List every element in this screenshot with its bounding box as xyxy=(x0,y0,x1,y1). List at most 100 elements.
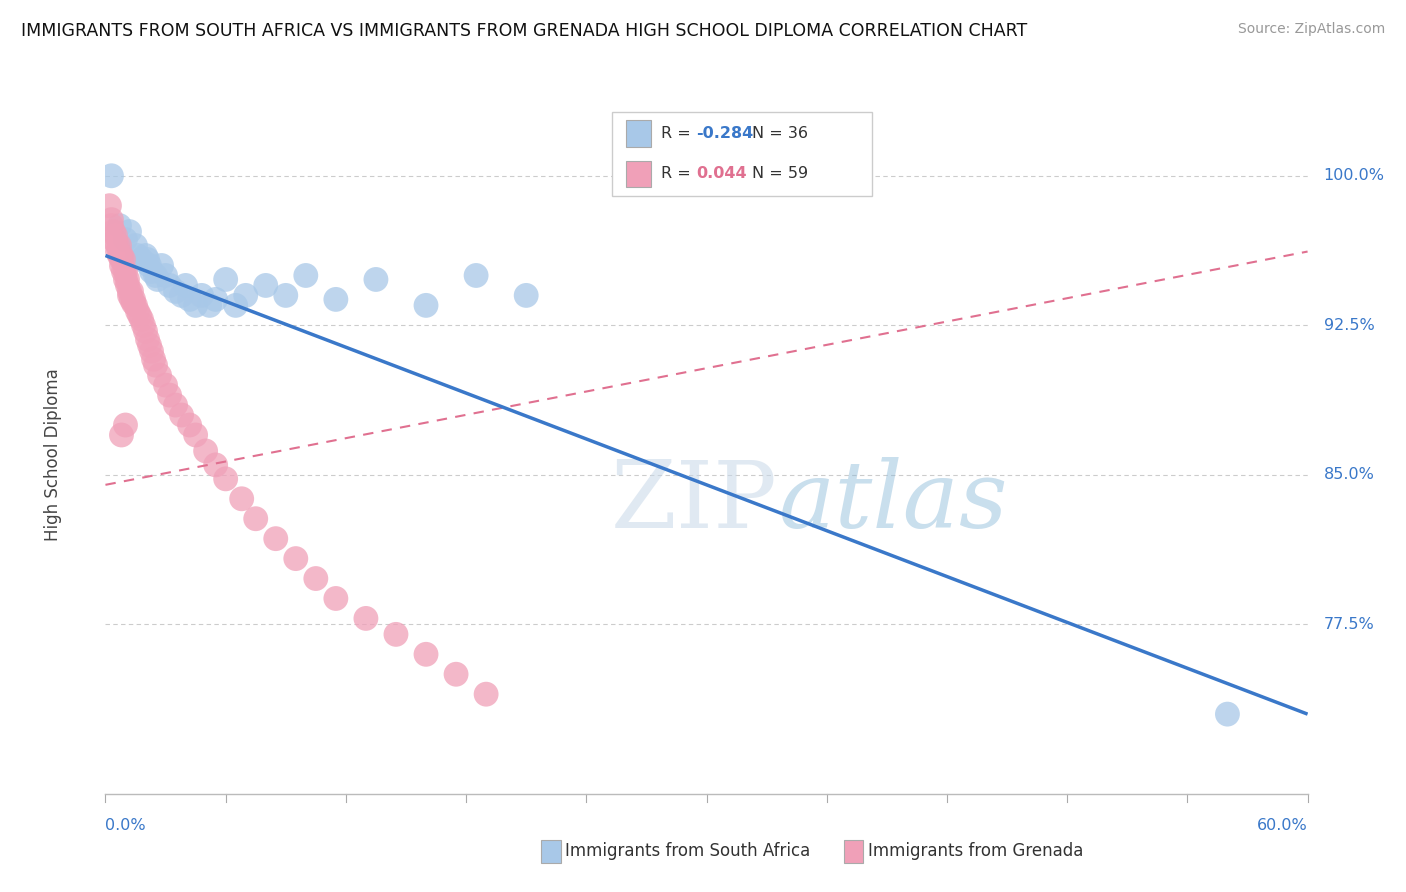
Point xyxy=(444,667,467,681)
Text: Source: ZipAtlas.com: Source: ZipAtlas.com xyxy=(1237,22,1385,37)
Point xyxy=(254,278,277,293)
Point xyxy=(100,212,122,227)
Point xyxy=(190,288,212,302)
Point xyxy=(184,298,207,312)
Text: N = 59: N = 59 xyxy=(752,167,808,181)
Point xyxy=(121,285,143,299)
Point xyxy=(132,318,155,333)
Point xyxy=(110,248,132,262)
Point xyxy=(114,233,136,247)
Point xyxy=(127,248,149,262)
Point xyxy=(127,304,149,318)
Point xyxy=(225,298,247,312)
Point xyxy=(141,264,163,278)
Point xyxy=(124,298,146,312)
Point xyxy=(117,278,139,293)
Point xyxy=(214,472,236,486)
Text: R =: R = xyxy=(661,127,696,141)
Point xyxy=(170,408,193,422)
Point xyxy=(108,248,131,262)
Point xyxy=(108,219,131,233)
Point xyxy=(145,268,167,283)
Point xyxy=(184,428,207,442)
Text: 77.5%: 77.5% xyxy=(1323,617,1374,632)
Point xyxy=(104,228,127,243)
Point xyxy=(118,288,141,302)
Point xyxy=(108,238,131,252)
Point xyxy=(114,272,136,286)
Point xyxy=(146,272,169,286)
Point xyxy=(295,268,318,283)
Point xyxy=(155,378,177,392)
Point xyxy=(131,312,153,326)
Point xyxy=(274,288,297,302)
Point xyxy=(245,512,267,526)
Point xyxy=(145,358,167,372)
Point xyxy=(122,293,145,307)
Point xyxy=(110,259,132,273)
Point xyxy=(231,491,253,506)
Point xyxy=(150,259,173,273)
Text: 92.5%: 92.5% xyxy=(1323,318,1374,333)
Point xyxy=(107,244,129,259)
Point xyxy=(124,238,146,252)
Point xyxy=(1216,707,1239,722)
Point xyxy=(118,285,141,299)
Point xyxy=(135,324,157,338)
Point xyxy=(121,293,143,307)
Point xyxy=(364,272,387,286)
Point xyxy=(194,444,217,458)
Text: 100.0%: 100.0% xyxy=(1323,169,1385,183)
Point xyxy=(235,288,257,302)
Text: Immigrants from South Africa: Immigrants from South Africa xyxy=(565,842,810,860)
Text: 0.0%: 0.0% xyxy=(105,818,146,833)
Point xyxy=(114,264,136,278)
Point xyxy=(136,332,159,346)
Point xyxy=(142,352,165,367)
Text: N = 36: N = 36 xyxy=(752,127,808,141)
Point xyxy=(179,417,201,432)
Point xyxy=(103,225,125,239)
Point xyxy=(264,532,287,546)
Point xyxy=(475,687,498,701)
Point xyxy=(174,278,197,293)
Point xyxy=(100,169,122,183)
Point xyxy=(354,611,377,625)
Point xyxy=(128,309,150,323)
Point xyxy=(204,458,226,472)
Point xyxy=(141,344,163,359)
Point xyxy=(155,268,177,283)
Text: 85.0%: 85.0% xyxy=(1323,467,1375,483)
Text: 60.0%: 60.0% xyxy=(1257,818,1308,833)
Point xyxy=(214,272,236,286)
Point xyxy=(112,264,135,278)
Text: IMMIGRANTS FROM SOUTH AFRICA VS IMMIGRANTS FROM GRENADA HIGH SCHOOL DIPLOMA CORR: IMMIGRANTS FROM SOUTH AFRICA VS IMMIGRAN… xyxy=(21,22,1028,40)
Point xyxy=(136,252,159,267)
Point xyxy=(110,252,132,267)
Point xyxy=(104,235,127,249)
Text: ZIP: ZIP xyxy=(610,458,778,548)
Point xyxy=(110,428,132,442)
Text: R =: R = xyxy=(661,167,696,181)
Point xyxy=(305,572,328,586)
Point xyxy=(159,388,181,402)
Point xyxy=(100,219,122,233)
Point xyxy=(170,288,193,302)
Point xyxy=(204,293,226,307)
Point xyxy=(118,225,141,239)
Point xyxy=(135,248,157,262)
Point xyxy=(325,293,347,307)
Point xyxy=(98,199,121,213)
Point xyxy=(138,259,160,273)
Point xyxy=(112,252,135,267)
Text: atlas: atlas xyxy=(779,458,1008,548)
Point xyxy=(165,398,187,412)
Text: -0.284: -0.284 xyxy=(696,127,754,141)
Point xyxy=(198,298,221,312)
Point xyxy=(165,285,187,299)
Point xyxy=(107,238,129,252)
Text: High School Diploma: High School Diploma xyxy=(44,368,62,541)
Point xyxy=(325,591,347,606)
Point xyxy=(415,648,437,662)
Point xyxy=(415,298,437,312)
